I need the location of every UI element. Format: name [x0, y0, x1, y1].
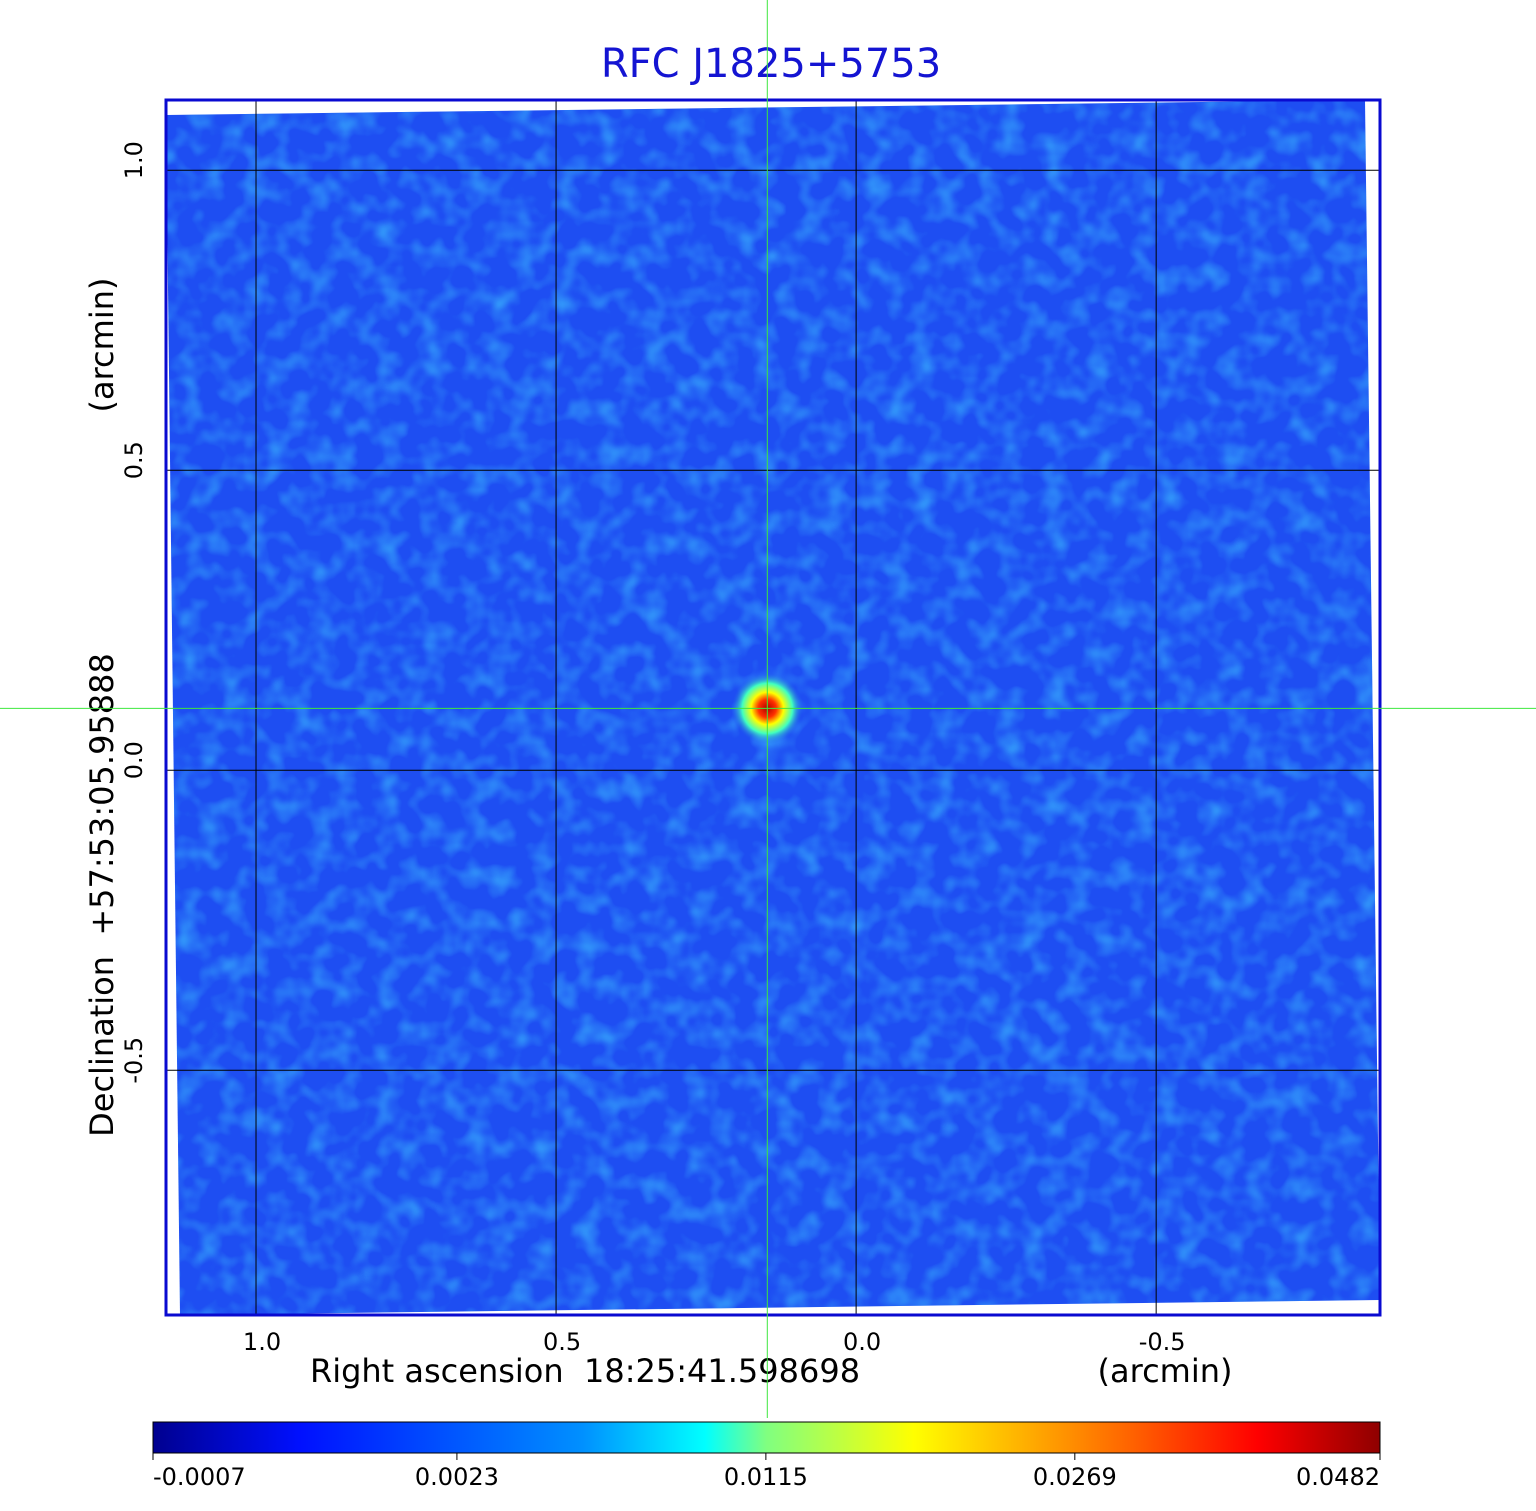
x-tick-label: -0.5: [1139, 1328, 1186, 1356]
colorbar-tick-label: 0.0269: [1033, 1463, 1117, 1491]
y-tick-label: 0.5: [120, 441, 148, 479]
y-axis-label: Declination +57:53:05.95888: [83, 653, 121, 1137]
colorbar-tick-label: 0.0482: [1296, 1463, 1380, 1491]
chart-title: RFC J1825+5753: [601, 41, 941, 87]
y-tick-label: -0.5: [120, 1037, 148, 1084]
y-tick-label: 1.0: [120, 141, 148, 179]
colorbar-tick-label: 0.0023: [415, 1463, 499, 1491]
x-tick-label: 0.0: [843, 1328, 881, 1356]
x-axis-unit: (arcmin): [1098, 1352, 1233, 1390]
x-tick-label: 0.5: [543, 1328, 581, 1356]
y-axis-unit: (arcmin): [83, 278, 121, 413]
x-axis-label: Right ascension 18:25:41.598698: [310, 1352, 860, 1390]
colorbar: [152, 1421, 1381, 1454]
colorbar-tick-label: -0.0007: [153, 1463, 246, 1491]
y-tick-label: 0.0: [120, 741, 148, 779]
colorbar-tick-label: 0.0115: [724, 1463, 808, 1491]
frame: [164, 98, 1382, 1317]
x-tick-label: 1.0: [243, 1328, 281, 1356]
